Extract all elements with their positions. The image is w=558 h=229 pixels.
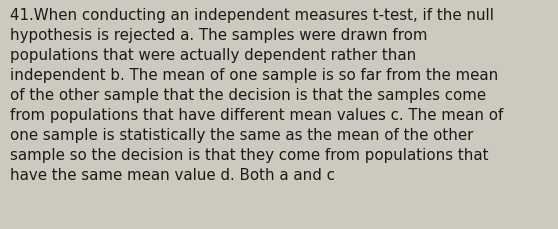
Text: 41.When conducting an independent measures t-test, if the null
hypothesis is rej: 41.When conducting an independent measur… bbox=[10, 8, 503, 183]
